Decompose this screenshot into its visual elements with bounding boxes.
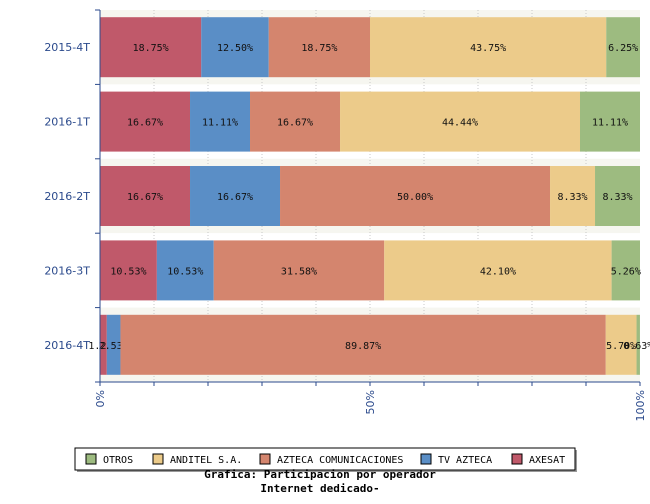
bar-segment — [340, 91, 581, 152]
data-label: 16.67% — [277, 118, 313, 129]
data-label: 11.11% — [202, 118, 238, 129]
x-tick-label: 50% — [364, 390, 377, 414]
bar-segment — [190, 166, 281, 226]
legend-swatch — [511, 453, 523, 465]
data-label: 5.26% — [611, 266, 641, 277]
data-label: 2.53% — [99, 341, 129, 352]
bar-segment — [370, 17, 607, 78]
data-label: 16.67% — [217, 192, 253, 203]
bar-segment — [611, 240, 640, 301]
x-tick-label: 100% — [634, 390, 647, 421]
bar-segment — [550, 166, 596, 226]
y-tick-label: 2016-4T — [44, 339, 90, 352]
data-label: 11.11% — [592, 118, 628, 129]
bar-segment — [384, 240, 612, 301]
data-label: 18.75% — [301, 43, 337, 54]
bar-segment — [201, 17, 269, 78]
bar-segment — [580, 91, 640, 152]
data-label: 10.53% — [167, 266, 203, 277]
y-tick-label: 2016-2T — [44, 190, 90, 203]
data-label: 18.75% — [133, 43, 169, 54]
bar-segment — [106, 314, 121, 375]
bar-segment — [636, 314, 640, 375]
legend-label: AZTECA COMUNICACIONES — [277, 455, 403, 466]
bar-segment — [190, 91, 251, 152]
bar-segment — [100, 314, 107, 375]
bar-segment — [120, 314, 606, 375]
y-tick-label: 2016-1T — [44, 116, 90, 129]
legend-label: AXESAT — [529, 455, 565, 466]
data-label: 12.50% — [217, 43, 253, 54]
legend-box — [74, 447, 576, 471]
data-label: 10.53% — [110, 266, 146, 277]
data-label: 42.10% — [480, 266, 516, 277]
legend-swatch — [420, 453, 432, 465]
bar-segment — [100, 17, 202, 78]
data-label: 43.75% — [470, 43, 506, 54]
bar-segment — [280, 166, 551, 226]
data-label: 89.87% — [345, 341, 381, 352]
bar-segment — [100, 91, 191, 152]
data-label: 5.70% — [606, 341, 636, 352]
chart-title-line: Grafica: Participacion por operador — [204, 468, 436, 481]
data-label: 8.33% — [602, 192, 632, 203]
data-label: 1.26% — [88, 341, 118, 352]
bar-segment — [156, 240, 214, 301]
data-label: 31.58% — [281, 266, 317, 277]
legend-swatch — [85, 453, 97, 465]
legend-swatch — [259, 453, 271, 465]
data-label: 6.25% — [608, 43, 638, 54]
bar-segment — [595, 166, 640, 226]
legend-label: ANDITEL S.A. — [170, 455, 242, 466]
bar-segment — [213, 240, 385, 301]
bar-segment — [100, 240, 157, 301]
legend-label: TV AZTECA — [438, 455, 492, 466]
chart-title-line: Internet dedicado- — [260, 482, 379, 495]
data-label: 50.00% — [397, 192, 433, 203]
data-label: 16.67% — [127, 118, 163, 129]
bar-segment — [268, 17, 370, 78]
data-label: 44.44% — [442, 118, 478, 129]
bar-segment — [100, 166, 191, 226]
x-tick-label: 0% — [94, 390, 107, 407]
data-label: 16.67% — [127, 192, 163, 203]
bar-segment — [606, 17, 640, 78]
data-label: 8.33% — [557, 192, 587, 203]
y-tick-label: 2015-4T — [44, 41, 90, 54]
bar-segment — [605, 314, 637, 375]
legend-swatch — [152, 453, 164, 465]
bar-segment — [250, 91, 341, 152]
legend-label: OTROS — [103, 455, 133, 466]
data-label: 0.63% — [623, 341, 650, 352]
y-tick-label: 2016-3T — [44, 264, 90, 277]
